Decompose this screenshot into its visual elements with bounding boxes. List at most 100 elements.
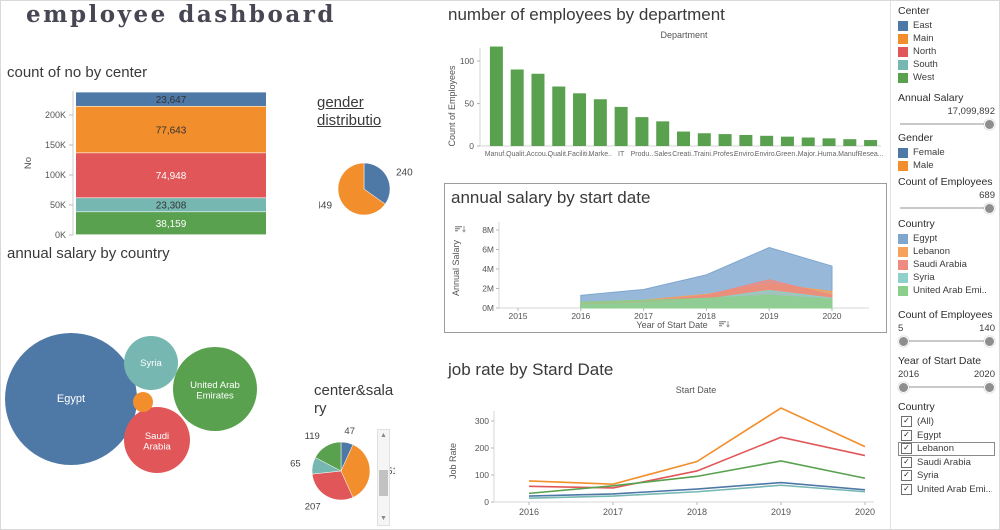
slider-track[interactable] bbox=[900, 386, 993, 388]
area-series-united-arab-emirates[interactable] bbox=[580, 294, 833, 309]
x-category-label: Manuf.. bbox=[838, 151, 861, 158]
legend-item-saudi-arabia[interactable]: Saudi Arabia bbox=[898, 258, 995, 271]
bubble-egypt[interactable] bbox=[5, 333, 137, 465]
legend-swatch bbox=[898, 259, 908, 270]
slider-track[interactable] bbox=[900, 207, 993, 209]
vertical-scrollbar[interactable]: ▲ ▼ bbox=[377, 429, 390, 526]
bar-enviro-13[interactable] bbox=[760, 135, 774, 146]
bubble-saudi-arabia[interactable] bbox=[124, 407, 190, 473]
pie-slice-west[interactable] bbox=[315, 441, 342, 472]
legend-item-male[interactable]: Male bbox=[898, 159, 995, 172]
bar-it-6[interactable] bbox=[614, 106, 628, 146]
legend-item-south[interactable]: South bbox=[898, 58, 995, 71]
legend-item-west[interactable]: West bbox=[898, 71, 995, 84]
bar-major-15[interactable] bbox=[801, 137, 815, 147]
country-option-saudi-arabia[interactable]: ✓ Saudi Arabia bbox=[898, 456, 995, 470]
line-series-egypt[interactable] bbox=[528, 481, 866, 497]
legend-label: East bbox=[913, 20, 933, 31]
line-series-syria[interactable] bbox=[528, 484, 866, 500]
slider-track[interactable] bbox=[900, 340, 993, 342]
legend-item-egypt[interactable]: Egypt bbox=[898, 232, 995, 245]
count-of-employees-slider[interactable] bbox=[898, 202, 995, 214]
legend-item-united-arab-emirates[interactable]: United Arab Emi.. bbox=[898, 284, 995, 297]
bar-manuf-17[interactable] bbox=[843, 139, 857, 146]
annual-salary-slider[interactable] bbox=[898, 118, 995, 130]
bubble-lebanon[interactable] bbox=[133, 392, 153, 412]
slider-track[interactable] bbox=[900, 123, 993, 125]
stacked-bar-segment-main[interactable] bbox=[76, 106, 266, 153]
slider-handle-min[interactable] bbox=[898, 382, 909, 393]
bar-produ-7[interactable] bbox=[635, 117, 649, 146]
y-axis-sort-icon[interactable] bbox=[455, 226, 466, 233]
checkbox-icon[interactable]: ✓ bbox=[901, 416, 912, 428]
bar-accou-2[interactable] bbox=[531, 73, 545, 146]
bar-creati-9[interactable] bbox=[677, 131, 690, 146]
bar-sales-8[interactable] bbox=[656, 121, 670, 146]
line-series-lebanon[interactable] bbox=[528, 407, 866, 485]
bar-green-14[interactable] bbox=[780, 136, 794, 146]
pie-slice-female[interactable] bbox=[363, 162, 391, 205]
stacked-bar-segment-north[interactable] bbox=[76, 153, 266, 198]
chart-annual-salary-by-country: Egypt Syria United Arab Emirates Saudi Arabia bbox=[3, 263, 305, 529]
bar-qualit-1[interactable] bbox=[510, 69, 524, 147]
country-option-united-arab-emirates[interactable]: ✓ United Arab Emi... bbox=[898, 483, 995, 497]
legend-item-female[interactable]: Female bbox=[898, 146, 995, 159]
slider-handle[interactable] bbox=[984, 119, 995, 130]
slider-handle-max[interactable] bbox=[984, 336, 995, 347]
country-option-lebanon[interactable]: ✓ Lebanon bbox=[898, 442, 995, 456]
checkbox-icon[interactable]: ✓ bbox=[901, 470, 912, 482]
country-option-egypt[interactable]: ✓ Egypt bbox=[898, 429, 995, 443]
scrollbar-thumb[interactable] bbox=[379, 470, 388, 496]
legend-item-syria[interactable]: Syria bbox=[898, 271, 995, 284]
bubble-united-arab-emirates[interactable] bbox=[173, 347, 257, 431]
scrollbar-down-icon[interactable]: ▼ bbox=[380, 515, 387, 522]
pie-slice-main[interactable] bbox=[340, 444, 371, 498]
bar-traini-10[interactable] bbox=[697, 133, 711, 146]
scrollbar-up-icon[interactable]: ▲ bbox=[380, 432, 387, 439]
pie-slice-male[interactable] bbox=[337, 162, 386, 216]
bar-manuf-0[interactable] bbox=[489, 46, 503, 146]
legend-swatch bbox=[898, 160, 908, 171]
checkbox-icon[interactable]: ✓ bbox=[901, 456, 912, 468]
line-series-saudi-arabia[interactable] bbox=[528, 436, 866, 489]
x-tick-label: 2017 bbox=[634, 311, 653, 321]
range-max-label: 2020 bbox=[973, 369, 995, 380]
pie-slice-north[interactable] bbox=[311, 470, 354, 501]
bar-huma-16[interactable] bbox=[822, 138, 836, 146]
checkbox-icon[interactable]: ✓ bbox=[901, 429, 912, 441]
country-filter-title: Country bbox=[898, 401, 935, 413]
bar-profes-11[interactable] bbox=[718, 134, 732, 146]
legend-item-main[interactable]: Main bbox=[898, 32, 995, 45]
country-option-all[interactable]: ✓ (All) bbox=[898, 415, 995, 429]
x-axis-sort-icon[interactable] bbox=[719, 321, 730, 328]
legend-item-north[interactable]: North bbox=[898, 45, 995, 58]
bubble-label: Saudi Arabia bbox=[143, 431, 171, 453]
stacked-bar-segment-west[interactable] bbox=[76, 212, 266, 235]
count-of-employees-range-slider[interactable] bbox=[898, 335, 995, 347]
chart-job-rate-by-start-date: Start Date Job Rate 0 100 200 300 2016 2017 2018… bbox=[446, 383, 886, 529]
legend-item-east[interactable]: East bbox=[898, 19, 995, 32]
legend-item-lebanon[interactable]: Lebanon bbox=[898, 245, 995, 258]
bar-enviro-12[interactable] bbox=[739, 134, 753, 146]
stacked-bar-segment-east[interactable] bbox=[76, 92, 266, 106]
bar-faciliti-4[interactable] bbox=[573, 93, 587, 146]
checkbox-icon[interactable]: ✓ bbox=[901, 443, 912, 455]
bubble-syria[interactable] bbox=[124, 336, 178, 390]
checkbox-label: Syria bbox=[917, 470, 939, 482]
y-tick-label: 8M bbox=[482, 225, 494, 235]
bar-resea-18[interactable] bbox=[864, 140, 878, 146]
slider-handle-max[interactable] bbox=[984, 382, 995, 393]
y-tick-label: 0 bbox=[484, 497, 489, 507]
chart-title-count-of-no-by-center: count of no by center bbox=[7, 64, 148, 81]
tspan-shape: United Arab bbox=[190, 380, 240, 391]
year-of-start-date-range-slider[interactable] bbox=[898, 381, 995, 393]
slider-handle[interactable] bbox=[984, 203, 995, 214]
legend-label: United Arab Emi.. bbox=[913, 285, 987, 296]
stacked-bar-segment-south[interactable] bbox=[76, 198, 266, 212]
bar-marke-5[interactable] bbox=[593, 99, 607, 146]
bar-qualit-3[interactable] bbox=[552, 86, 566, 147]
slider-handle-min[interactable] bbox=[898, 336, 909, 347]
country-option-syria[interactable]: ✓ Syria bbox=[898, 469, 995, 483]
checkbox-icon[interactable]: ✓ bbox=[901, 483, 912, 495]
line-series-united-arab-emirates[interactable] bbox=[528, 460, 866, 495]
